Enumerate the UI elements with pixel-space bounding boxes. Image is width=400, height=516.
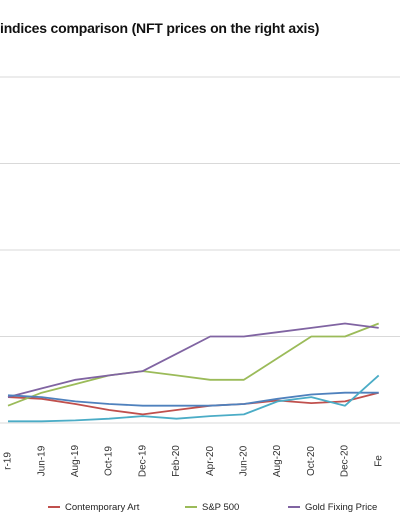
x-tick-label: Jun-20 — [239, 445, 250, 476]
x-tick-label: r-19 — [3, 452, 14, 470]
x-tick-label: Oct-19 — [104, 446, 115, 476]
series-line-1 — [7, 322, 380, 407]
series-line-2 — [7, 322, 379, 398]
legend-label: Gold Fixing Price — [305, 502, 377, 513]
legend-label: Contemporary Art — [65, 502, 140, 513]
x-tick-label: Apr-20 — [205, 446, 216, 476]
x-tick-label: Jun-19 — [36, 445, 47, 476]
chart-title: indices comparison (NFT prices on the ri… — [0, 20, 320, 36]
x-tick-label: Aug-20 — [272, 444, 283, 477]
x-tick-label: Dec-19 — [137, 444, 148, 477]
x-tick-label: Oct-20 — [306, 446, 317, 476]
legend-label: S&P 500 — [202, 502, 239, 513]
x-tick-label: Fe — [373, 455, 384, 467]
x-tick-label: Feb-20 — [171, 445, 182, 477]
series-line-3 — [7, 391, 379, 407]
series-line-0 — [7, 391, 379, 416]
x-tick-label: Dec-20 — [340, 444, 351, 477]
x-tick-label: Aug-19 — [70, 444, 81, 477]
series-line-4 — [8, 374, 380, 423]
